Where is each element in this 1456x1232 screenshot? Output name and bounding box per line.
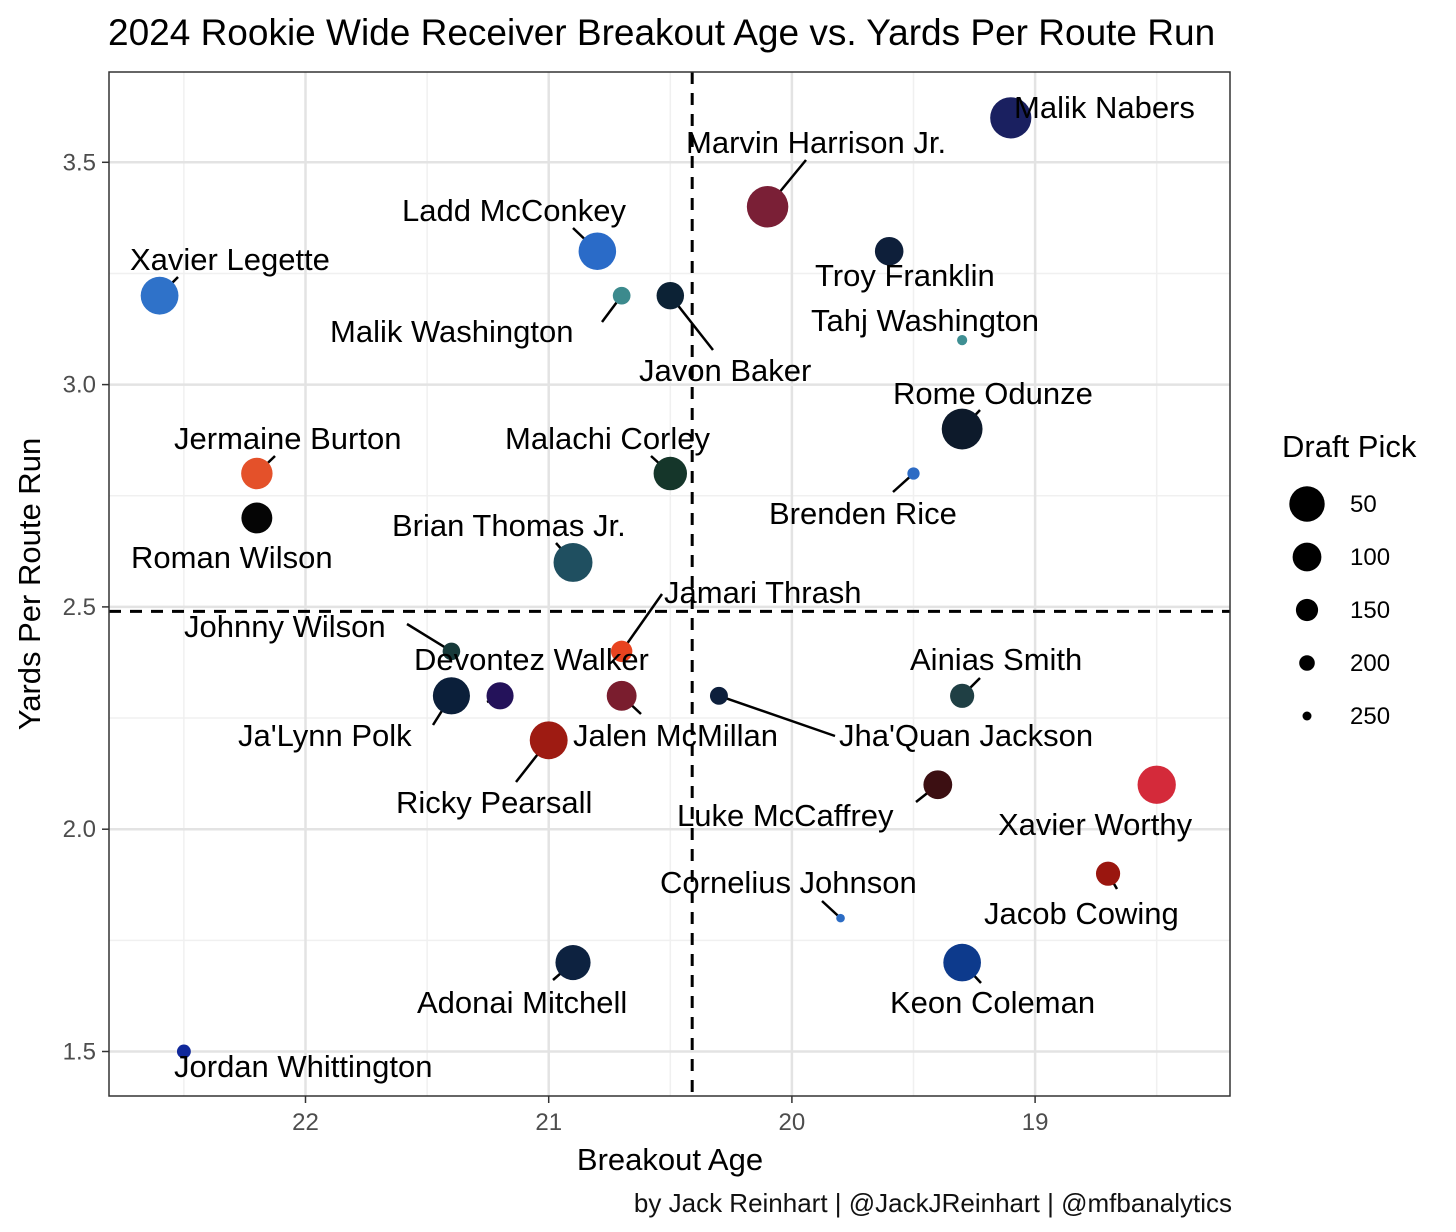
point-luke-mccaffrey (923, 770, 953, 800)
label-tahj-washington: Tahj Washington (811, 303, 1039, 338)
label-jha-quan-jackson: Jha'Quan Jackson (839, 718, 1093, 753)
x-tick-label: 20 (779, 1109, 806, 1136)
point-malachi-corley (653, 456, 688, 491)
point-rome-odunze (941, 408, 983, 450)
point-jha-quan-jackson (709, 686, 728, 705)
label-xavier-legette: Xavier Legette (130, 242, 330, 277)
point-roman-wilson (241, 502, 273, 534)
label-jacob-cowing: Jacob Cowing (984, 896, 1179, 931)
label-brenden-rice: Brenden Rice (769, 496, 957, 531)
point-devontez-walker (486, 682, 514, 710)
label-adonai-mitchell: Adonai Mitchell (417, 985, 627, 1020)
legend-label: 100 (1350, 544, 1390, 571)
label-devontez-walker: Devontez Walker (414, 642, 649, 677)
point-jacob-cowing (1095, 861, 1121, 886)
point-xavier-legette (140, 276, 179, 315)
y-tick-label: 3.5 (63, 149, 96, 176)
x-axis-ticks: 22 21 20 19 (292, 1096, 1048, 1136)
point-jordan-whittington (176, 1044, 191, 1059)
leader-jha-quan-jackson (718, 694, 836, 738)
point-jamari-thrash (610, 640, 633, 663)
label-roman-wilson: Roman Wilson (131, 540, 333, 575)
reference-lines (109, 72, 1230, 1096)
point-tahj-washington (957, 335, 968, 346)
point-marvin-harrison-jr (746, 186, 789, 228)
point-xavier-worthy (1137, 765, 1176, 804)
leader-jamari-thrash (620, 593, 664, 653)
label-javon-baker: Javon Baker (639, 353, 811, 388)
label-jordan-whittington: Jordan Whittington (174, 1049, 432, 1084)
point-adonai-mitchell (555, 945, 591, 981)
label-luke-mccaffrey: Luke McCaffrey (677, 798, 894, 833)
point-ricky-pearsall (529, 721, 568, 760)
point-jalen-mcmillan (606, 680, 637, 711)
credit-line: by Jack Reinhart | @JackJReinhart | @mfb… (633, 1188, 1232, 1218)
legend-label: 200 (1350, 650, 1390, 677)
label-jamari-thrash: Jamari Thrash (664, 575, 862, 610)
label-keon-coleman: Keon Coleman (890, 985, 1095, 1020)
label-malik-washington: Malik Washington (330, 314, 574, 349)
label-johnny-wilson: Johnny Wilson (184, 609, 386, 644)
x-axis-title: Breakout Age (577, 1142, 763, 1177)
legend-label: 150 (1350, 597, 1390, 624)
point-keon-coleman (943, 943, 981, 982)
point-labels: Malik Nabers Marvin Harrison Jr. Troy Fran… (130, 90, 1195, 1084)
legend-label: 250 (1350, 703, 1390, 730)
label-malachi-corley: Malachi Corley (505, 421, 711, 456)
y-tick-label: 2.5 (63, 594, 96, 621)
chart-title: 2024 Rookie Wide Receiver Breakout Age v… (108, 12, 1216, 53)
label-ja-lynn-polk: Ja'Lynn Polk (238, 718, 412, 753)
point-ja-lynn-polk (432, 677, 470, 715)
x-tick-label: 21 (535, 1109, 562, 1136)
point-jermaine-burton (241, 457, 273, 490)
legend-key-50 (1289, 486, 1325, 522)
legend-label: 50 (1350, 491, 1377, 518)
point-brian-thomas-jr (553, 542, 593, 582)
point-brenden-rice (907, 467, 920, 480)
point-cornelius-johnson (836, 913, 845, 923)
legend-key-150 (1295, 598, 1319, 622)
y-axis-ticks: 1.5 2.0 2.5 3.0 3.5 (63, 149, 109, 1066)
label-xavier-worthy: Xavier Worthy (998, 807, 1193, 842)
legend-title: Draft Pick (1282, 429, 1417, 464)
plot-panel-border (108, 71, 1231, 1097)
label-malik-nabers: Malik Nabers (1014, 90, 1195, 125)
label-jermaine-burton: Jermaine Burton (174, 421, 401, 456)
grid-layer (109, 72, 1230, 1096)
data-points (140, 97, 1176, 1059)
label-ricky-pearsall: Ricky Pearsall (396, 785, 592, 820)
size-legend: Draft Pick 50 100 150 200 250 (1282, 429, 1417, 730)
legend-key-100 (1292, 542, 1322, 572)
label-marvin-harrison-jr: Marvin Harrison Jr. (686, 125, 946, 160)
legend-key-250 (1302, 711, 1312, 721)
point-malik-nabers (990, 97, 1032, 139)
y-tick-label: 3.0 (63, 372, 96, 399)
label-rome-odunze: Rome Odunze (893, 376, 1093, 411)
label-ladd-mcconkey: Ladd McConkey (402, 193, 627, 228)
point-javon-baker (656, 281, 685, 310)
label-troy-franklin: Troy Franklin (815, 258, 995, 293)
legend-key-200 (1299, 655, 1315, 671)
label-ainias-smith: Ainias Smith (910, 642, 1082, 677)
label-brian-thomas-jr: Brian Thomas Jr. (392, 508, 626, 543)
x-tick-label: 19 (1022, 1109, 1049, 1136)
point-johnny-wilson (442, 642, 461, 661)
point-ladd-mcconkey (578, 232, 617, 270)
x-tick-label: 22 (292, 1109, 319, 1136)
y-tick-label: 2.0 (63, 816, 96, 843)
label-cornelius-johnson: Cornelius Johnson (660, 865, 917, 900)
label-jalen-mcmillan: Jalen McMillan (573, 718, 778, 753)
y-axis-title: Yards Per Route Run (12, 438, 47, 730)
point-malik-washington (612, 286, 631, 305)
point-troy-franklin (874, 236, 904, 266)
point-ainias-smith (950, 683, 975, 708)
y-tick-label: 1.5 (63, 1039, 96, 1066)
